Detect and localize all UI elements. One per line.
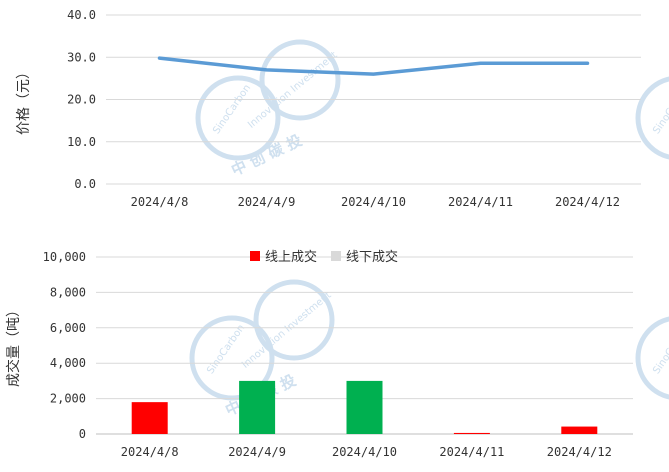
- volume-x-tick: 2024/4/12: [547, 445, 612, 459]
- volume-x-tick: 2024/4/8: [121, 445, 179, 459]
- volume-x-tick: 2024/4/11: [439, 445, 504, 459]
- volume-x-tick: 2024/4/10: [332, 445, 397, 459]
- bar-online-2024/4/11: [453, 432, 490, 434]
- price-x-tick: 2024/4/10: [341, 195, 406, 209]
- price-y-tick: 40.0: [67, 8, 96, 22]
- watermark-brand-en-left-3: SinoCarbon: [651, 83, 669, 137]
- watermark-ring-2: [189, 315, 275, 401]
- price-x-tick: 2024/4/11: [448, 195, 513, 209]
- volume-legend: 线上成交 线下成交: [250, 249, 398, 265]
- price-x-tick: 2024/4/9: [238, 195, 296, 209]
- price-y-tick: 20.0: [67, 93, 96, 107]
- volume-x-tick: 2024/4/9: [228, 445, 286, 459]
- watermark-brand-en-left-2: SinoCarbon: [205, 323, 247, 377]
- volume-y-tick: 6,000: [50, 321, 86, 335]
- volume-y-tick-labels: 0 2,000 4,000 6,000 8,000 10,000: [43, 250, 86, 441]
- legend-label-offline: 线下成交: [346, 249, 398, 265]
- price-y-tick-labels: 0.0 10.0 20.0 30.0 40.0: [67, 8, 96, 191]
- volume-y-axis-label: 成交量（吨）: [5, 303, 22, 387]
- price-y-tick: 10.0: [67, 135, 96, 149]
- watermark-ring-upper-2: [253, 279, 335, 361]
- legend-swatch-online: [250, 251, 260, 261]
- volume-y-tick: 2,000: [50, 392, 86, 406]
- watermark-brand-en-left-4: SinoCarbon: [651, 323, 669, 377]
- price-x-tick: 2024/4/8: [131, 195, 189, 209]
- bar-offline-2024/4/10: [346, 380, 383, 434]
- volume-y-tick: 10,000: [43, 250, 86, 264]
- bar-online-2024/4/12: [561, 426, 598, 434]
- price-line-chart: 0.010.020.030.040.0 2024/4/8 2024/4/9 2024…: [16, 8, 641, 209]
- watermark-ring-3: [635, 76, 669, 160]
- volume-x-tick-labels: 2024/4/8 2024/4/9 2024/4/10 2024/4/11 2024/4…: [121, 445, 612, 459]
- price-x-tick-labels: 2024/4/8 2024/4/9 2024/4/10 2024/4/11 2024/4…: [131, 195, 620, 209]
- price-y-axis-label: 价格（元）: [16, 65, 32, 135]
- bar-offline-2024/4/9: [239, 380, 276, 434]
- watermark-brand-en-left-1: SinoCarbon: [211, 83, 253, 137]
- volume-bars: [131, 380, 598, 434]
- watermark-ring-1: [195, 75, 281, 161]
- price-series: [157, 56, 590, 76]
- watermark-brand-cn-1: 中 创 碳 投: [228, 131, 304, 179]
- volume-y-tick: 0: [79, 427, 86, 441]
- price-y-tick: 30.0: [67, 50, 96, 64]
- price-y-tick: 0.0: [74, 177, 96, 191]
- legend-label-online: 线上成交: [265, 249, 317, 265]
- volume-y-tick: 8,000: [50, 285, 86, 299]
- legend-swatch-offline: [331, 251, 341, 261]
- watermark-ring-4: [635, 316, 669, 400]
- price-x-tick: 2024/4/12: [555, 195, 620, 209]
- price-gridlines: [106, 14, 641, 185]
- watermark-ring-upper-1: [259, 39, 341, 121]
- volume-y-tick: 4,000: [50, 356, 86, 370]
- bar-online-2024/4/8: [131, 402, 168, 434]
- price-series-line: [157, 56, 590, 76]
